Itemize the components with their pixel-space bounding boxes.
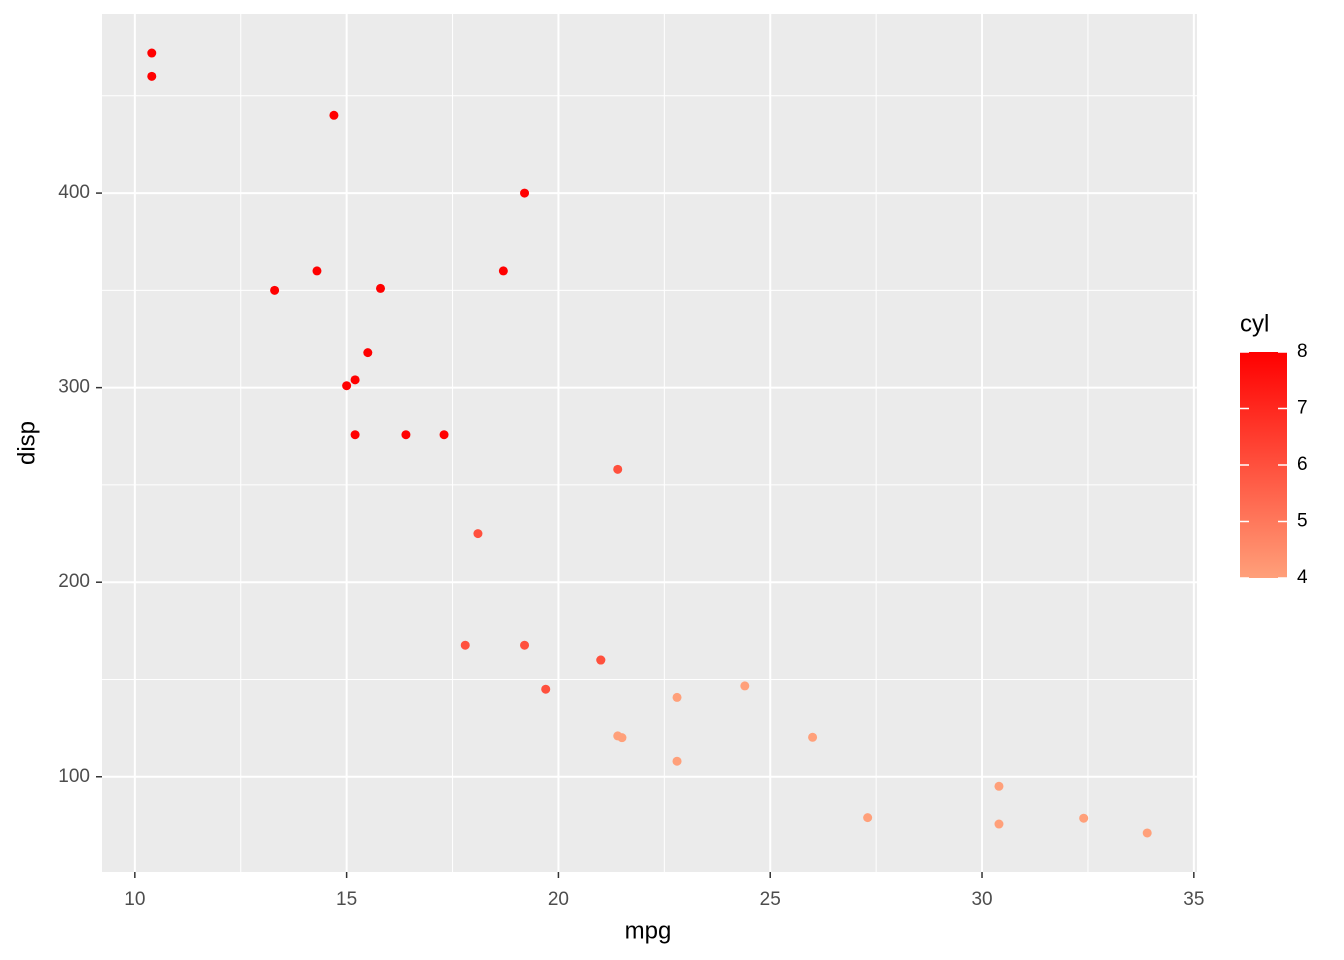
y-axis-title: disp bbox=[13, 421, 40, 465]
point bbox=[520, 188, 530, 198]
point bbox=[363, 348, 373, 358]
point bbox=[439, 430, 449, 440]
point bbox=[350, 375, 360, 385]
point bbox=[147, 48, 157, 58]
point bbox=[473, 529, 483, 539]
point bbox=[342, 381, 352, 391]
point bbox=[740, 681, 750, 691]
x-tick-label: 35 bbox=[1183, 889, 1204, 910]
panel bbox=[102, 14, 1197, 872]
point bbox=[613, 464, 623, 474]
point bbox=[460, 640, 470, 650]
y-tick-label: 200 bbox=[58, 571, 90, 592]
point bbox=[1142, 828, 1152, 838]
point bbox=[596, 655, 606, 665]
x-tick-label: 20 bbox=[548, 889, 569, 910]
point bbox=[613, 731, 623, 741]
y-tick-label: 400 bbox=[58, 182, 90, 203]
point bbox=[312, 266, 322, 276]
point bbox=[147, 71, 157, 81]
x-tick-label: 15 bbox=[336, 889, 357, 910]
point bbox=[1079, 813, 1089, 823]
y-tick-label: 100 bbox=[58, 766, 90, 787]
point bbox=[808, 732, 818, 742]
x-axis-title: mpg bbox=[625, 917, 672, 944]
point bbox=[376, 283, 386, 293]
point bbox=[520, 640, 530, 650]
x-tick-label: 10 bbox=[124, 889, 145, 910]
point bbox=[994, 781, 1004, 791]
point bbox=[863, 813, 873, 823]
point bbox=[498, 266, 508, 276]
x-tick-label: 30 bbox=[971, 889, 992, 910]
point bbox=[994, 819, 1004, 829]
x-tick-label: 25 bbox=[760, 889, 781, 910]
legend-title: cyl bbox=[1240, 310, 1269, 337]
y-tick-label: 300 bbox=[58, 377, 90, 398]
point bbox=[672, 756, 682, 766]
point bbox=[270, 285, 280, 295]
legend-label: 5 bbox=[1297, 511, 1308, 532]
point bbox=[401, 430, 411, 440]
point bbox=[350, 430, 360, 440]
legend-label: 8 bbox=[1297, 341, 1308, 362]
point bbox=[672, 692, 682, 702]
point bbox=[541, 684, 551, 694]
legend-label: 7 bbox=[1297, 398, 1308, 419]
point bbox=[329, 110, 339, 120]
legend-label: 6 bbox=[1297, 454, 1308, 475]
legend-label: 4 bbox=[1297, 567, 1308, 588]
